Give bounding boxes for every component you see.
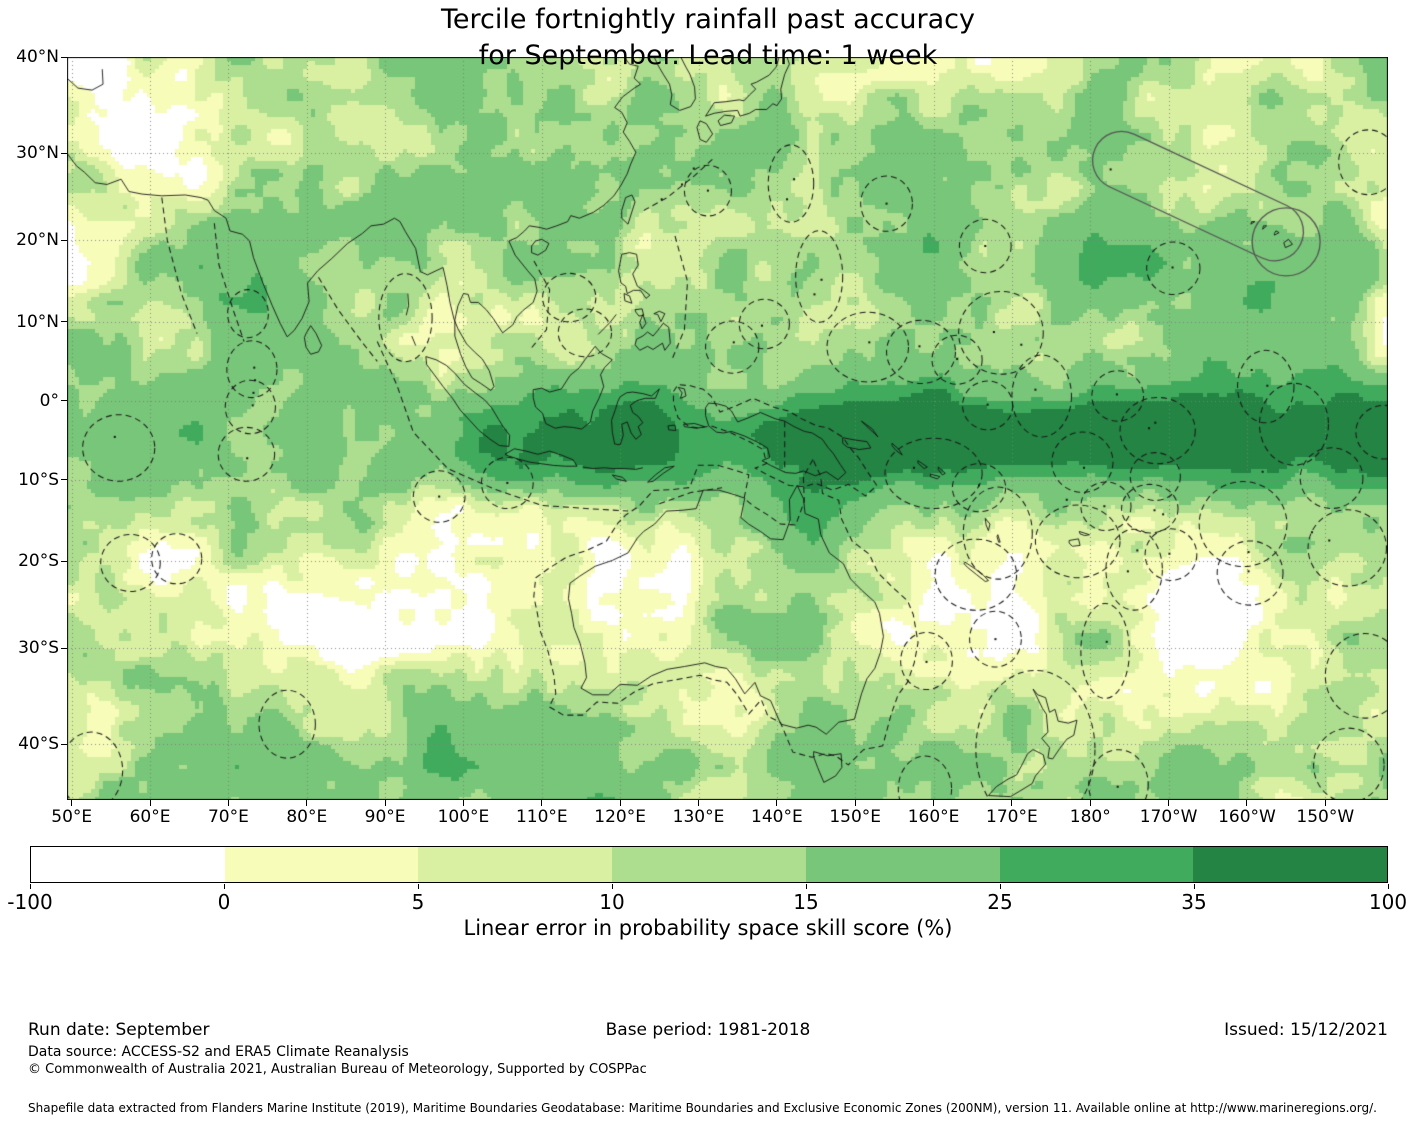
colorbar-tick-mark bbox=[611, 884, 613, 889]
colorbar-tick-label: -100 bbox=[7, 890, 53, 914]
x-tick-label: 70°E bbox=[207, 807, 249, 827]
x-tick-mark bbox=[71, 800, 73, 806]
colorbar-axis-label: Linear error in probability space skill … bbox=[463, 916, 953, 940]
x-tick-mark bbox=[384, 800, 386, 806]
x-tick-mark bbox=[1168, 800, 1170, 806]
x-tick-mark bbox=[306, 800, 308, 806]
x-tick-mark bbox=[227, 800, 229, 806]
x-tick-mark bbox=[541, 800, 543, 806]
y-tick-mark bbox=[61, 56, 67, 58]
footer-copyright: © Commonwealth of Australia 2021, Austra… bbox=[28, 1062, 647, 1077]
y-tick-mark bbox=[61, 479, 67, 481]
x-tick-mark bbox=[854, 800, 856, 806]
x-tick-label: 170°E bbox=[986, 807, 1038, 827]
y-tick-label: 10°S bbox=[18, 469, 59, 490]
chart-title-line2: for September. Lead time: 1 week bbox=[478, 40, 938, 71]
colorbar-segment bbox=[418, 847, 613, 882]
colorbar-tick-mark bbox=[805, 884, 807, 889]
footer-shapefile-note: Shapefile data extracted from Flanders M… bbox=[28, 1101, 1377, 1115]
x-tick-mark bbox=[462, 800, 464, 806]
y-tick-label: 20°N bbox=[16, 230, 59, 251]
y-tick-label: 20°S bbox=[18, 551, 59, 572]
footer-base-period: Base period: 1981-2018 bbox=[605, 1020, 811, 1040]
x-tick-mark bbox=[619, 800, 621, 806]
chart-title-line1: Tercile fortnightly rainfall past accura… bbox=[441, 4, 975, 35]
colorbar-segment bbox=[612, 847, 806, 882]
y-tick-label: 40°S bbox=[18, 734, 59, 755]
colorbar-tick-label: 5 bbox=[411, 890, 425, 914]
y-tick-label: 30°S bbox=[18, 638, 59, 659]
x-tick-label: 60°E bbox=[129, 807, 171, 827]
colorbar-tick-mark bbox=[223, 884, 225, 889]
x-tick-label: 120°E bbox=[594, 807, 647, 827]
x-tick-label: 90°E bbox=[364, 807, 406, 827]
colorbar-tick-label: 100 bbox=[1368, 890, 1408, 914]
colorbar-tick-mark bbox=[1387, 884, 1389, 889]
x-tick-mark bbox=[149, 800, 151, 806]
y-tick-label: 10°N bbox=[16, 311, 59, 332]
footer-issued-date: Issued: 15/12/2021 bbox=[1224, 1020, 1388, 1040]
colorbar-segment bbox=[31, 847, 225, 882]
colorbar-tick-mark bbox=[29, 884, 31, 889]
colorbar-tick-label: 25 bbox=[987, 890, 1013, 914]
x-tick-label: 170°W bbox=[1139, 807, 1198, 827]
y-tick-mark bbox=[61, 743, 67, 745]
x-tick-mark bbox=[1324, 800, 1326, 806]
y-tick-mark bbox=[61, 560, 67, 562]
y-tick-mark bbox=[61, 239, 67, 241]
x-tick-mark bbox=[1089, 800, 1091, 806]
x-tick-mark bbox=[698, 800, 699, 806]
colorbar bbox=[30, 846, 1388, 883]
x-tick-label: 160°W bbox=[1218, 807, 1276, 827]
colorbar-segment bbox=[999, 847, 1194, 882]
colorbar-segment bbox=[1193, 847, 1388, 882]
footer-run-date: Run date: September bbox=[28, 1020, 210, 1040]
colorbar-tick-mark bbox=[999, 884, 1001, 889]
x-tick-mark bbox=[1246, 800, 1248, 806]
x-tick-label: 80°E bbox=[286, 807, 328, 827]
x-tick-label: 50°E bbox=[51, 807, 93, 827]
map-canvas bbox=[67, 57, 1388, 800]
x-tick-label: 160°E bbox=[907, 807, 960, 827]
colorbar-tick-label: 0 bbox=[217, 890, 231, 914]
x-tick-label: 140°E bbox=[751, 807, 803, 827]
x-tick-label: 150°E bbox=[829, 807, 882, 827]
colorbar-tick-mark bbox=[417, 884, 419, 889]
y-tick-mark bbox=[61, 152, 67, 154]
colorbar-segment bbox=[805, 847, 1000, 882]
x-tick-label: 100°E bbox=[437, 807, 490, 827]
y-tick-mark bbox=[61, 321, 67, 323]
colorbar-tick-label: 35 bbox=[1181, 890, 1207, 914]
x-tick-label: 150°W bbox=[1296, 807, 1355, 827]
y-tick-label: 30°N bbox=[16, 143, 59, 164]
x-tick-mark bbox=[776, 800, 778, 806]
colorbar-tick-mark bbox=[1193, 884, 1195, 889]
y-tick-label: 40°N bbox=[16, 47, 59, 67]
x-tick-label: 110°E bbox=[515, 807, 568, 827]
map-panel bbox=[67, 57, 1388, 800]
x-tick-mark bbox=[933, 800, 935, 806]
colorbar-tick-label: 15 bbox=[793, 890, 819, 914]
x-tick-label: 130°E bbox=[672, 807, 725, 827]
y-tick-label: 0° bbox=[39, 390, 59, 411]
x-tick-label: 180° bbox=[1069, 807, 1111, 827]
footer-data-source: Data source: ACCESS-S2 and ERA5 Climate … bbox=[28, 1044, 409, 1060]
colorbar-tick-label: 10 bbox=[599, 890, 625, 914]
y-tick-mark bbox=[61, 400, 67, 402]
x-tick-mark bbox=[1011, 800, 1013, 806]
colorbar-segment bbox=[224, 847, 419, 882]
y-tick-mark bbox=[61, 647, 67, 649]
